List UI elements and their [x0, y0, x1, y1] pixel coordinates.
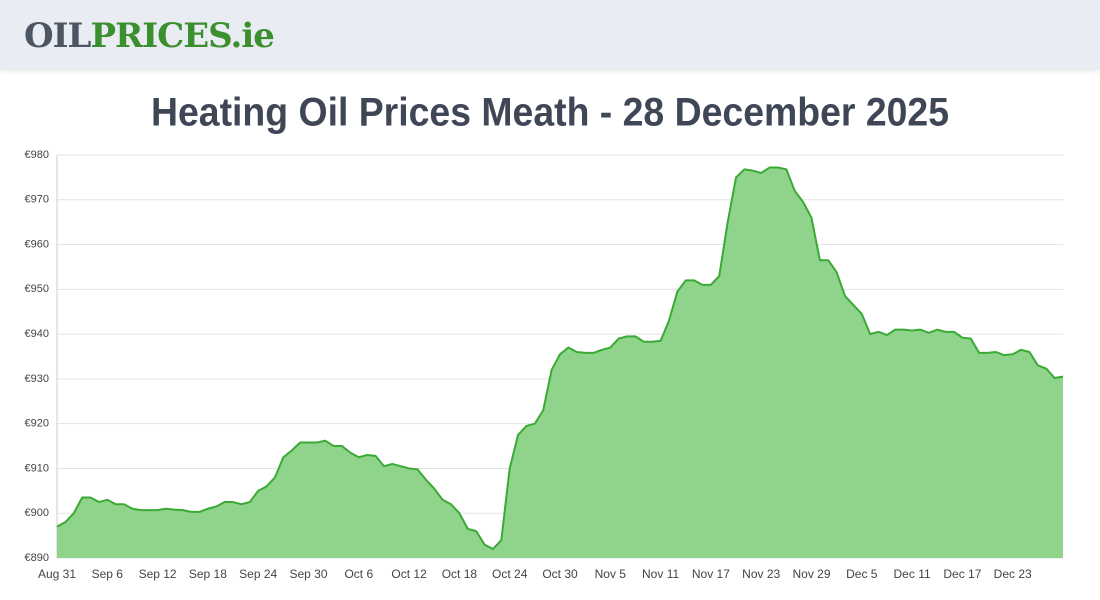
chart-title: Heating Oil Prices Meath - 28 December 2… — [151, 91, 949, 135]
x-tick-label: Dec 11 — [894, 567, 931, 581]
x-tick-label: Sep 30 — [289, 567, 327, 581]
y-tick-label: €930 — [25, 373, 49, 385]
y-tick-label: €900 — [25, 507, 49, 519]
x-tick-label: Sep 12 — [139, 567, 177, 581]
x-tick-label: Oct 6 — [344, 567, 373, 581]
y-tick-label: €940 — [25, 328, 49, 340]
x-tick-label: Nov 17 — [692, 567, 730, 581]
x-tick-label: Dec 5 — [846, 567, 878, 581]
x-tick-label: Dec 23 — [994, 567, 1032, 581]
price-line — [56, 166, 1064, 551]
x-tick-label: Dec 17 — [943, 567, 981, 581]
y-tick-label: €970 — [25, 194, 49, 206]
x-tick-label: Nov 5 — [595, 567, 627, 581]
y-tick-label: €890 — [25, 552, 49, 564]
x-tick-label: Nov 11 — [642, 567, 679, 581]
y-tick-label: €980 — [25, 149, 49, 161]
chart: Heating Oil Prices Meath - 28 December 2… — [25, 91, 1064, 581]
x-tick-label: Nov 23 — [742, 567, 780, 581]
x-tick-label: Nov 29 — [792, 567, 830, 581]
y-tick-label: €920 — [25, 418, 49, 430]
y-tick-label: €960 — [25, 238, 49, 250]
x-tick-label: Sep 6 — [92, 567, 124, 581]
x-tick-label: Oct 12 — [391, 567, 427, 581]
x-tick-label: Oct 24 — [492, 567, 528, 581]
logo-text: PRICES.ie — [90, 16, 274, 56]
logo[interactable]: OILPRICES.ie — [24, 16, 275, 56]
x-tick-label: Sep 24 — [239, 567, 277, 581]
header: OILPRICES.ie — [0, 0, 1100, 70]
y-tick-label: €950 — [25, 283, 49, 295]
y-tick-label: €910 — [25, 462, 49, 474]
x-tick-label: Aug 31 — [38, 567, 76, 581]
area-fill — [57, 167, 1063, 558]
logo-text: OIL — [24, 16, 91, 56]
x-tick-label: Oct 30 — [542, 567, 578, 581]
x-tick-label: Oct 18 — [442, 567, 478, 581]
x-tick-label: Sep 18 — [189, 567, 227, 581]
